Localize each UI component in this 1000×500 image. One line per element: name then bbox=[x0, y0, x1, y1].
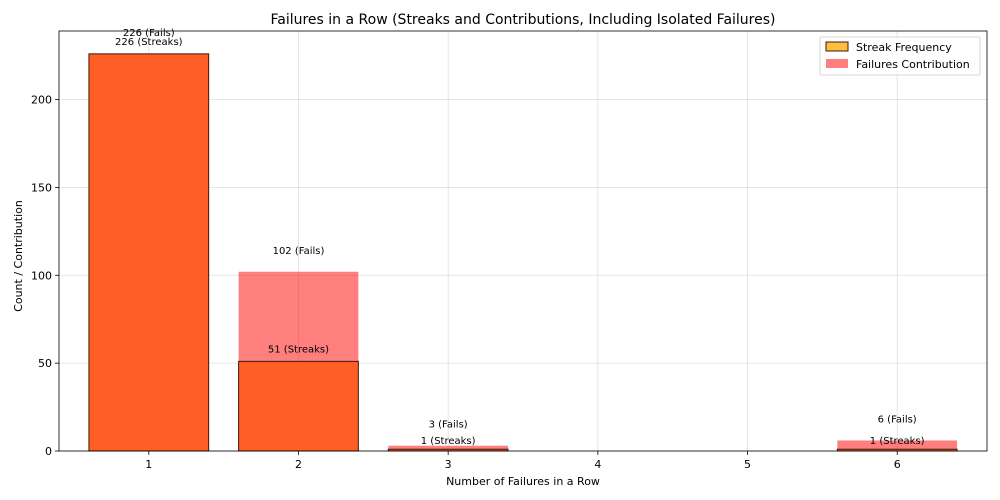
x-tick-label: 2 bbox=[295, 458, 302, 471]
legend-swatch-failures-contribution bbox=[826, 59, 848, 68]
y-tick-label: 50 bbox=[38, 357, 52, 370]
x-tick-label: 6 bbox=[894, 458, 901, 471]
streak-frequency-bar bbox=[88, 53, 210, 452]
y-tick-label: 200 bbox=[31, 94, 52, 107]
y-tick-label: 100 bbox=[31, 269, 52, 282]
failures-contribution-bar bbox=[388, 445, 509, 451]
chart-title: Failures in a Row (Streaks and Contribut… bbox=[270, 12, 775, 28]
y-axis-ticks: 0 50 100 150 200 bbox=[31, 94, 59, 458]
y-tick-label: 150 bbox=[31, 181, 52, 194]
y-axis-label: Count / Contribution bbox=[12, 200, 25, 312]
streak-frequency-bar bbox=[238, 360, 359, 452]
x-tick-label: 3 bbox=[445, 458, 452, 471]
legend-label-streak-frequency: Streak Frequency bbox=[856, 41, 952, 54]
streaks-label: 1 (Streaks) bbox=[421, 436, 476, 447]
x-tick-label: 5 bbox=[744, 458, 751, 471]
bars bbox=[88, 53, 958, 452]
legend-label-failures-contribution: Failures Contribution bbox=[856, 58, 970, 71]
legend-box bbox=[819, 36, 981, 76]
plot-frame bbox=[58, 30, 988, 452]
x-tick-label: 1 bbox=[145, 458, 152, 471]
x-tick-label: 4 bbox=[594, 458, 601, 471]
failures-contribution-bar bbox=[837, 440, 958, 451]
failures-label: 6 (Fails) bbox=[878, 414, 917, 425]
failures-label: 3 (Fails) bbox=[429, 420, 468, 431]
streaks-label: 1 (Streaks) bbox=[870, 436, 925, 447]
streaks-label: 51 (Streaks) bbox=[268, 344, 329, 355]
legend-swatch-streak-frequency bbox=[825, 41, 849, 52]
failures-label: 226 (Fails) bbox=[123, 28, 175, 39]
legend: Streak Frequency Failures Contribution bbox=[819, 36, 981, 76]
failures-label: 102 (Fails) bbox=[273, 246, 325, 257]
y-tick-label: 0 bbox=[45, 445, 52, 458]
streaks-label: 226 (Streaks) bbox=[115, 37, 183, 48]
bar-labels: 226 (Fails)226 (Streaks) 102 (Fails) 51 (S… bbox=[115, 28, 925, 447]
x-axis-label: Number of Failures in a Row bbox=[446, 475, 600, 488]
x-axis-ticks: 1 2 3 4 5 6 bbox=[145, 451, 901, 471]
